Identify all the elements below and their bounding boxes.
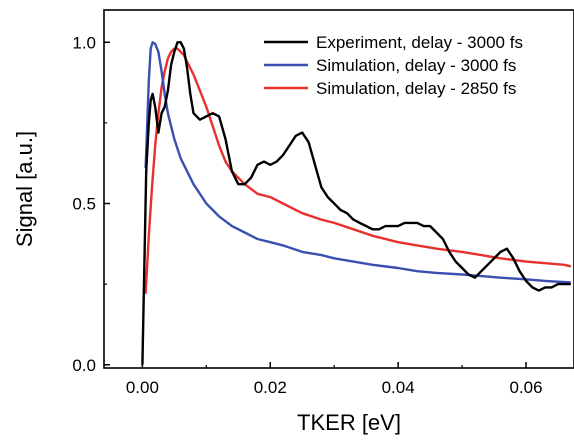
- y-axis-title: Signal [a.u.]: [12, 131, 37, 247]
- legend-label-1: Simulation, delay - 3000 fs: [316, 56, 516, 75]
- x-tick-label: 0.04: [382, 378, 415, 397]
- x-tick-label: 0.02: [254, 378, 287, 397]
- legend-label-0: Experiment, delay - 3000 fs: [316, 33, 523, 52]
- legend: Experiment, delay - 3000 fs Simulation, d…: [264, 33, 523, 98]
- y-tick-label: 1.0: [72, 33, 96, 52]
- y-tick-label: 0.5: [72, 195, 96, 214]
- legend-label-2: Simulation, delay - 2850 fs: [316, 79, 516, 98]
- x-axis-title: TKER [eV]: [297, 410, 401, 435]
- x-tick-label: 0.00: [126, 378, 159, 397]
- y-tick-label: 0.0: [72, 356, 96, 375]
- x-tick-label: 0.06: [509, 378, 542, 397]
